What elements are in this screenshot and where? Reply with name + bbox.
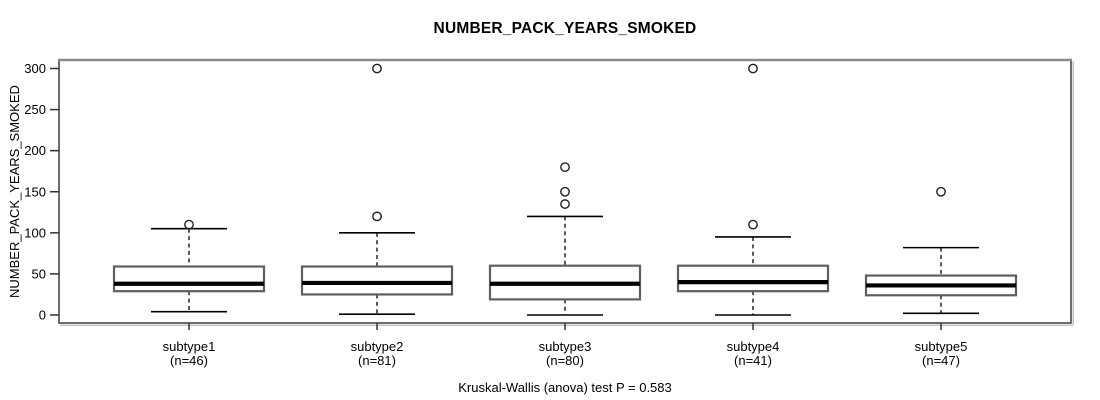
group-n-label: (n=80)	[546, 353, 584, 368]
y-tick-label: 300	[24, 61, 46, 76]
outlier-point	[560, 162, 570, 173]
y-tick-label: 0	[39, 308, 46, 323]
y-tick-label: 100	[24, 225, 46, 240]
group-label: subtype1	[163, 339, 216, 354]
outlier-point	[748, 219, 758, 230]
group-n-label: (n=41)	[734, 353, 772, 368]
group-n-label: (n=47)	[922, 353, 960, 368]
outlier-point	[560, 186, 570, 197]
kruskal-wallis-annotation: Kruskal-Wallis (anova) test P = 0.583	[458, 380, 672, 395]
group-n-label: (n=81)	[358, 353, 396, 368]
iqr-box	[300, 265, 454, 296]
iqr-box	[676, 264, 830, 293]
outlier-point	[560, 199, 570, 209]
y-tick-label: 200	[24, 143, 46, 158]
group-label: subtype3	[539, 339, 592, 354]
outlier-point	[372, 211, 382, 222]
outlier-point	[372, 63, 382, 74]
group-label: subtype4	[727, 339, 780, 354]
outlier-point	[748, 63, 758, 74]
y-tick-label: 150	[24, 184, 46, 199]
iqr-box	[112, 265, 266, 293]
chart-title: NUMBER_PACK_YEARS_SMOKED	[433, 20, 697, 37]
group-label: subtype2	[351, 339, 404, 354]
y-tick-label: 250	[24, 102, 46, 117]
y-tick-label: 50	[32, 266, 46, 281]
outlier-point	[936, 186, 946, 197]
group-label: subtype5	[915, 339, 968, 354]
group-n-label: (n=46)	[170, 353, 208, 368]
outlier-point	[184, 219, 194, 230]
